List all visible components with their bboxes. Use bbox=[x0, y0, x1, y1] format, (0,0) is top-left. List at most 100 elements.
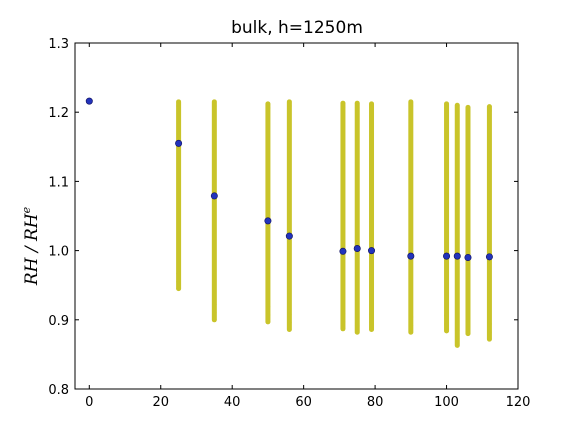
blue-point bbox=[85, 97, 93, 105]
yellow-point bbox=[465, 331, 471, 336]
yellow-point bbox=[487, 329, 492, 335]
yellow-point bbox=[408, 329, 414, 335]
yellow-point bbox=[487, 321, 492, 327]
y-axis-label: RH / RHe bbox=[20, 206, 42, 286]
yellow-point bbox=[340, 326, 346, 332]
yellow-point bbox=[265, 105, 271, 111]
yellow-point bbox=[354, 100, 360, 106]
dot-column-90 bbox=[408, 99, 414, 335]
y-axis-label-main: RH / RH bbox=[22, 212, 42, 286]
yellow-point bbox=[287, 327, 292, 332]
x-tick-label: 20 bbox=[152, 395, 169, 410]
yellow-point bbox=[340, 319, 346, 325]
yellow-point bbox=[369, 327, 374, 332]
blue-point bbox=[353, 245, 361, 253]
yellow-point bbox=[454, 107, 460, 112]
yellow-point bbox=[176, 286, 181, 291]
plot-frame bbox=[74, 42, 519, 390]
yellow-point bbox=[340, 105, 346, 110]
y-tick-label: 1.3 bbox=[48, 37, 69, 52]
yellow-point bbox=[265, 101, 271, 107]
blue-point bbox=[210, 192, 218, 200]
yellow-point bbox=[454, 102, 460, 108]
yellow-point bbox=[408, 103, 414, 109]
chart-title: bulk, h=1250m bbox=[231, 18, 363, 38]
y-tick-label: 0.8 bbox=[48, 383, 69, 398]
yellow-point bbox=[354, 323, 360, 328]
yellow-point bbox=[465, 324, 471, 330]
yellow-point bbox=[487, 108, 492, 114]
dot-column-35 bbox=[211, 99, 217, 323]
yellow-point bbox=[340, 100, 346, 106]
dot-column-100 bbox=[444, 101, 450, 334]
blue-point bbox=[464, 254, 472, 262]
dot-column-79 bbox=[369, 101, 375, 332]
yellow-point bbox=[340, 311, 346, 316]
yellow-point bbox=[265, 319, 271, 325]
blue-point bbox=[339, 247, 347, 255]
dot-column-25 bbox=[176, 99, 182, 292]
yellow-point bbox=[212, 302, 217, 307]
yellow-point bbox=[408, 99, 414, 105]
axes: 0 20 40 60 80 100 120 0.8 0.9 1.0 1.1 1.2 1.3 bbox=[48, 37, 530, 410]
blue-series bbox=[85, 97, 493, 262]
y-tick-label: 1.1 bbox=[48, 175, 69, 190]
blue-point bbox=[264, 217, 272, 225]
yellow-point bbox=[444, 313, 449, 318]
yellow-point bbox=[369, 105, 374, 111]
yellow-point bbox=[454, 343, 460, 348]
yellow-point bbox=[454, 336, 460, 341]
yellow-point bbox=[176, 271, 181, 276]
yellow-point bbox=[487, 336, 492, 342]
blue-point bbox=[453, 252, 461, 260]
yellow-point bbox=[369, 320, 374, 325]
yellow-point bbox=[444, 101, 449, 107]
yellow-point bbox=[354, 105, 360, 110]
blue-point bbox=[485, 253, 493, 261]
x-tick-label: 100 bbox=[434, 395, 459, 410]
yellow-point bbox=[408, 323, 414, 328]
yellow-point bbox=[369, 311, 374, 317]
x-tick-label: 120 bbox=[506, 395, 531, 410]
y-tick-label: 1.2 bbox=[48, 106, 69, 121]
y-tick-label: 0.9 bbox=[48, 314, 69, 329]
blue-point bbox=[285, 232, 293, 240]
blue-point bbox=[443, 252, 451, 260]
yellow-point bbox=[444, 105, 449, 111]
yellow-point bbox=[265, 304, 271, 309]
yellow-point bbox=[176, 99, 181, 105]
x-tick-label: 80 bbox=[367, 395, 384, 410]
dot-column-103 bbox=[454, 102, 460, 348]
yellow-point bbox=[212, 310, 217, 316]
dot-column-56 bbox=[286, 99, 292, 332]
yellow-point bbox=[354, 314, 360, 320]
y-axis-label-superscript: e bbox=[20, 206, 33, 213]
yellow-point bbox=[487, 104, 492, 109]
yellow-point bbox=[176, 103, 181, 109]
yellow-point bbox=[465, 109, 471, 114]
yellow-point bbox=[465, 105, 471, 110]
blue-point bbox=[368, 247, 376, 255]
yellow-point bbox=[287, 103, 292, 109]
yellow-point bbox=[444, 321, 449, 327]
yellow-point bbox=[176, 279, 181, 285]
dot-column-112 bbox=[486, 104, 492, 342]
yellow-point bbox=[212, 103, 217, 109]
dot-column-71 bbox=[340, 100, 346, 332]
yellow-series bbox=[176, 99, 492, 348]
yellow-point bbox=[287, 311, 292, 317]
yellow-point bbox=[465, 316, 471, 321]
yellow-point bbox=[354, 329, 360, 335]
x-tick-label: 40 bbox=[224, 395, 241, 410]
blue-point bbox=[407, 252, 415, 260]
yellow-point bbox=[212, 99, 217, 105]
dot-column-50 bbox=[265, 101, 271, 325]
yellow-point bbox=[212, 317, 217, 323]
yellow-point bbox=[444, 328, 449, 334]
dot-column-75 bbox=[354, 100, 360, 335]
x-tick-label: 60 bbox=[295, 395, 312, 410]
yellow-point bbox=[287, 99, 292, 105]
yellow-point bbox=[454, 327, 460, 333]
dot-column-106 bbox=[465, 104, 471, 337]
